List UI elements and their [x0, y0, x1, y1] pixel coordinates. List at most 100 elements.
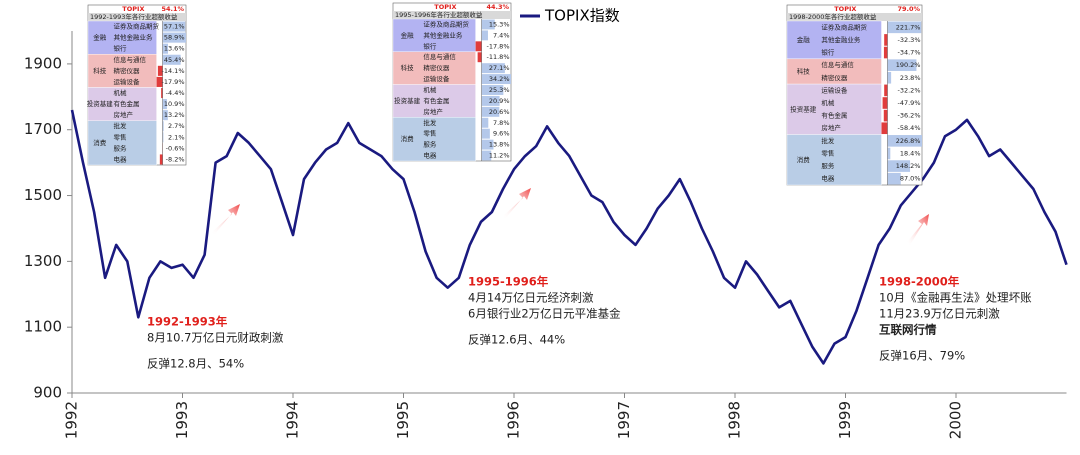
row-item: 有色金属 — [423, 96, 449, 105]
row-item: 其他金融业务 — [423, 30, 463, 39]
row-item: 电器 — [114, 154, 128, 163]
row-value: 27.1% — [489, 64, 510, 72]
row-item: 机械 — [114, 88, 128, 97]
value-bar — [884, 85, 887, 97]
row-value: 18.4% — [900, 149, 921, 157]
x-tick-label: 1999 — [836, 401, 854, 439]
x-tick-label: 1998 — [726, 401, 744, 439]
group-label: 投资基建 — [394, 96, 421, 105]
row-item: 批发 — [821, 136, 835, 145]
row-item: 证券及商品期货 — [423, 19, 469, 28]
y-tick-label: 1900 — [24, 54, 62, 72]
row-value: 23.8% — [900, 74, 921, 82]
y-tick-label: 900 — [33, 384, 62, 402]
group-label: 投资基建 — [790, 104, 817, 113]
row-value: 13.8% — [489, 141, 510, 149]
value-bar — [888, 72, 892, 84]
row-item: 运输设备 — [423, 74, 450, 83]
group-label: 科技 — [797, 66, 811, 75]
row-value: 148.2% — [896, 162, 921, 170]
group-label: 科技 — [93, 66, 107, 75]
row-value: -11.8% — [487, 53, 510, 61]
group-label: 投资基建 — [87, 99, 114, 108]
row-item: 电器 — [423, 151, 437, 160]
annotation-line: 11月23.9万亿日元刺激 — [879, 307, 1000, 321]
row-item: 运输设备 — [114, 77, 140, 86]
row-value: 13.2% — [164, 111, 185, 119]
y-tick-label: 1700 — [24, 120, 62, 138]
row-value: -17.9% — [162, 78, 185, 86]
row-item: 银行 — [114, 44, 128, 53]
row-item: 零售 — [114, 132, 127, 141]
row-value: 20.9% — [489, 97, 510, 105]
inset-subtitle: 1995-1996年各行业超额收益 — [395, 10, 483, 19]
y-tick-label: 1300 — [24, 252, 62, 270]
row-item: 服务 — [114, 143, 128, 152]
row-item: 精密仪器 — [423, 63, 450, 72]
annotation-rebound: 反弹16月、79% — [879, 349, 965, 363]
x-tick-label: 2000 — [947, 401, 965, 439]
annotation-title: 1992-1993年 — [147, 315, 228, 329]
row-value: 13.6% — [164, 45, 185, 53]
group-label: 金融 — [401, 30, 415, 39]
row-value: 45.4% — [164, 56, 185, 64]
value-bar — [884, 110, 888, 122]
y-tick-label: 1100 — [24, 318, 62, 336]
x-tick-label: 1997 — [615, 401, 633, 439]
row-item: 信息与通信 — [821, 60, 854, 69]
value-bar — [478, 52, 482, 62]
row-item: 精密仪器 — [114, 66, 140, 75]
row-value: -58.4% — [898, 124, 921, 132]
row-value: 10.9% — [164, 100, 185, 108]
row-item: 机械 — [821, 98, 835, 107]
row-value: 221.7% — [896, 23, 921, 31]
row-value: 190.2% — [896, 61, 921, 69]
row-item: 电器 — [821, 174, 835, 183]
annotation-line: 8月10.7万亿日元财政刺激 — [147, 331, 284, 345]
row-value: 2.7% — [168, 122, 185, 130]
row-value: 34.2% — [489, 75, 510, 83]
value-bar — [482, 30, 488, 40]
row-value: -14.1% — [162, 67, 185, 75]
row-value: -32.3% — [898, 36, 921, 44]
row-value: 7.8% — [493, 119, 510, 127]
group-label: 金融 — [797, 35, 811, 44]
row-item: 房地产 — [423, 107, 443, 116]
inset-total: 54.1% — [161, 5, 184, 13]
value-bar — [888, 173, 901, 185]
value-bar — [884, 34, 887, 46]
row-item: 房地产 — [821, 123, 841, 132]
value-bar — [476, 41, 482, 51]
row-value: -17.8% — [487, 42, 510, 50]
inset-total: 44.3% — [486, 3, 509, 11]
row-item: 运输设备 — [821, 85, 848, 94]
x-tick-label: 1995 — [394, 401, 412, 439]
row-item: 批发 — [114, 121, 128, 130]
inset-index: TOPIX — [122, 5, 144, 13]
row-value: 9.6% — [493, 130, 510, 138]
inset-index: TOPIX — [434, 3, 456, 11]
row-value: 226.8% — [896, 137, 921, 145]
group-label: 消费 — [797, 155, 811, 164]
row-item: 机械 — [423, 85, 437, 94]
row-item: 服务 — [423, 140, 437, 149]
group-label: 科技 — [401, 63, 415, 72]
row-item: 零售 — [821, 148, 834, 157]
group-label: 消费 — [401, 134, 415, 143]
row-item: 服务 — [821, 161, 835, 170]
row-value: -32.2% — [898, 86, 921, 94]
value-bar — [888, 148, 891, 160]
annotation-title: 1998-2000年 — [879, 275, 960, 289]
value-bar — [884, 47, 888, 59]
row-value: 57.1% — [164, 23, 185, 31]
row-item: 证券及商品期货 — [821, 22, 867, 31]
x-tick-label: 1993 — [173, 401, 191, 439]
annotation-line: 6月银行业2万亿日元平准基金 — [468, 307, 621, 321]
annotation-line: 4月14万亿日元经济刺激 — [468, 291, 594, 305]
annotation-rebound: 反弹12.6月、44% — [468, 333, 565, 347]
row-value: 20.6% — [489, 108, 510, 116]
row-item: 零售 — [423, 129, 436, 138]
